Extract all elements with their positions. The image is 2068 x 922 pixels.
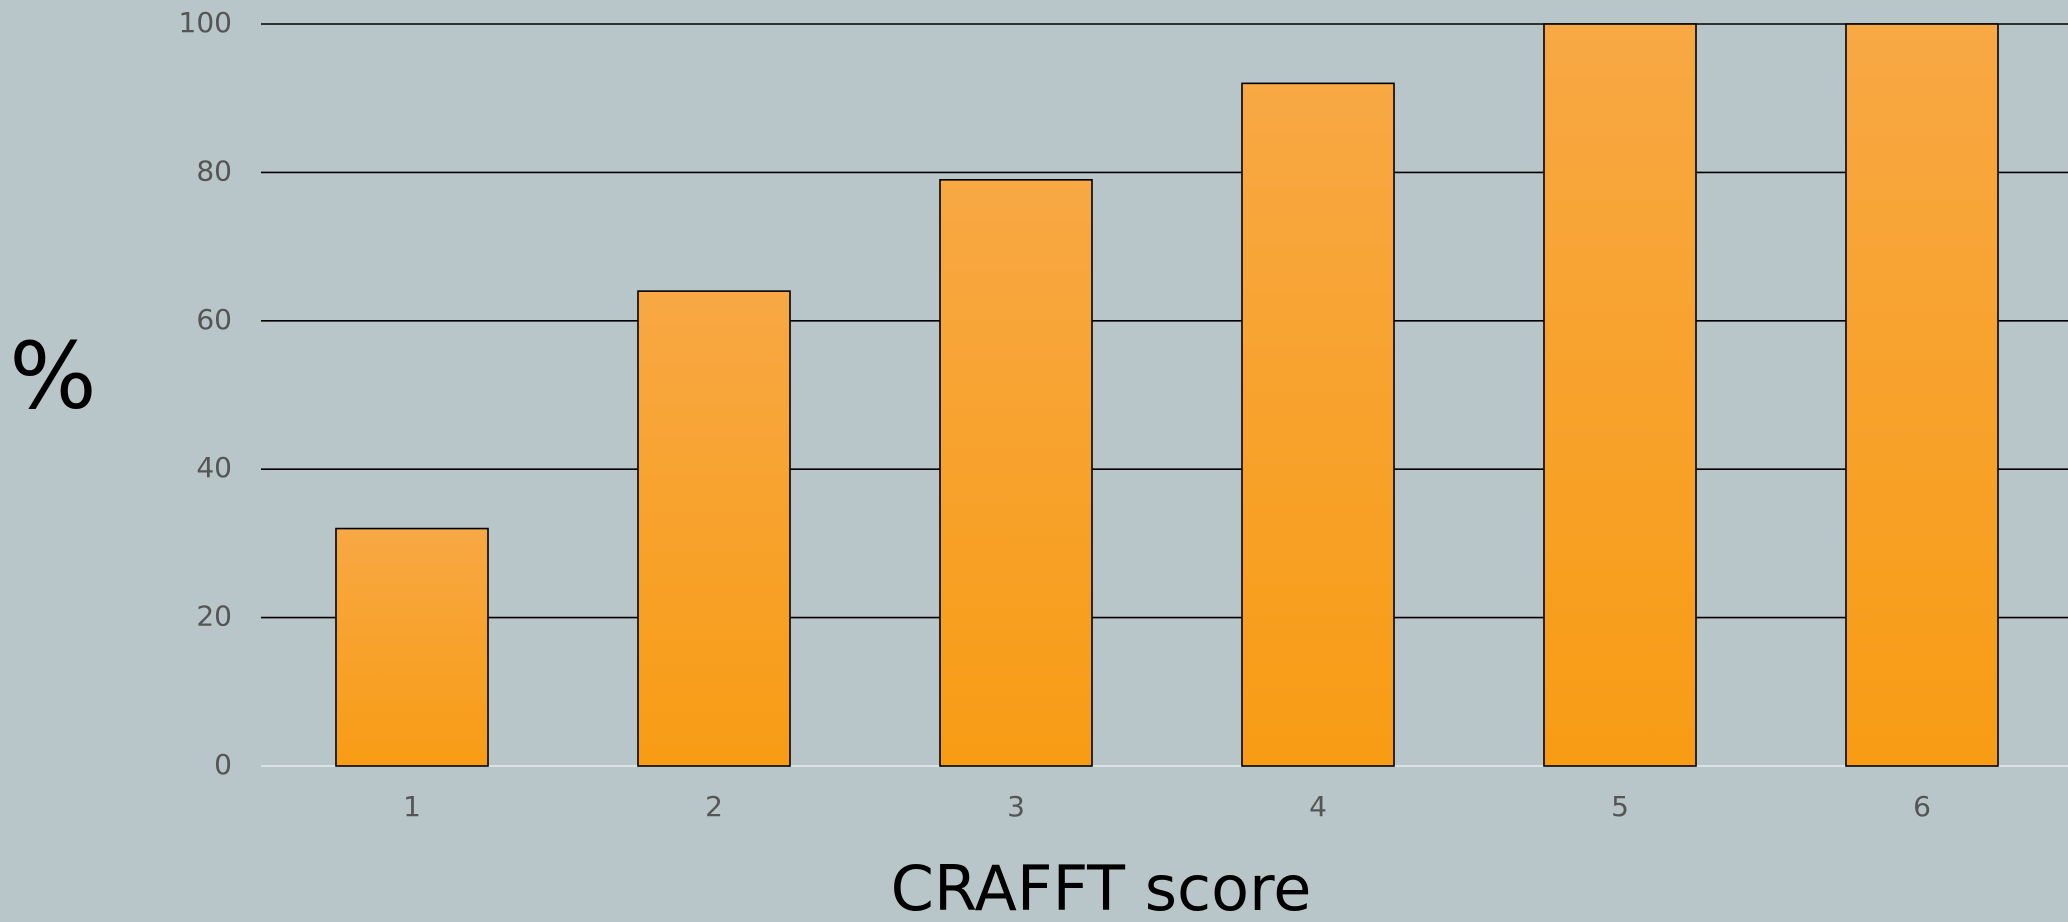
x-tick-label: 4: [1309, 790, 1327, 823]
x-tick-label: 1: [403, 790, 421, 823]
y-tick-label: 40: [196, 451, 232, 484]
x-tick-label: 2: [705, 790, 723, 823]
x-tick-label: 6: [1913, 790, 1931, 823]
bar: [335, 527, 489, 767]
x-axis-title: CRAFFT score: [891, 852, 1312, 922]
x-tick-label: 5: [1611, 790, 1629, 823]
bar: [939, 179, 1093, 767]
x-tick-label: 3: [1007, 790, 1025, 823]
y-tick-label: 60: [196, 303, 232, 336]
y-axis-title: %: [9, 322, 96, 429]
y-tick-label: 20: [196, 600, 232, 633]
bar: [637, 290, 791, 767]
bar: [1241, 82, 1395, 767]
y-tick-label: 0: [214, 748, 232, 781]
bar: [1845, 23, 1999, 767]
bar: [1543, 23, 1697, 767]
y-tick-label: 80: [196, 154, 232, 187]
y-tick-label: 100: [179, 6, 232, 39]
